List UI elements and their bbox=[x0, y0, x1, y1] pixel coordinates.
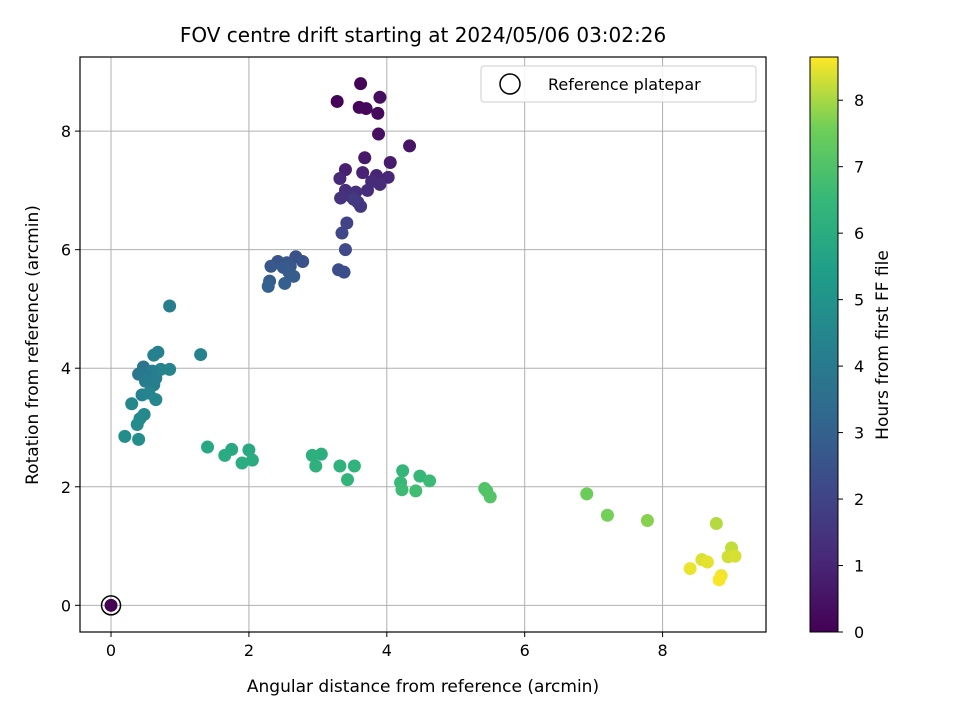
data-point bbox=[118, 429, 132, 443]
x-tick-label: 8 bbox=[657, 641, 667, 660]
data-point bbox=[395, 483, 409, 497]
data-point bbox=[340, 216, 354, 230]
data-point bbox=[728, 549, 742, 563]
legend-box bbox=[480, 65, 757, 103]
x-axis-ticks: 0 2 4 6 8 bbox=[106, 632, 668, 660]
data-point bbox=[347, 459, 361, 473]
data-points bbox=[104, 77, 742, 612]
data-point bbox=[335, 226, 349, 240]
data-point bbox=[104, 598, 118, 612]
legend-label: Reference platepar bbox=[548, 75, 701, 94]
colorbar-tick-label: 7 bbox=[854, 158, 864, 177]
data-point bbox=[125, 397, 139, 411]
data-point bbox=[287, 269, 301, 283]
colorbar-tick-label: 4 bbox=[854, 357, 864, 376]
data-point bbox=[640, 514, 654, 528]
colorbar-tick-label: 3 bbox=[854, 424, 864, 443]
data-point bbox=[358, 151, 372, 165]
data-point bbox=[580, 487, 594, 501]
data-point bbox=[359, 102, 373, 116]
data-point bbox=[413, 469, 427, 483]
data-point bbox=[333, 172, 347, 186]
reference-marker bbox=[100, 595, 122, 616]
colorbar-tick-label: 2 bbox=[854, 490, 864, 509]
y-tick-label: 0 bbox=[61, 596, 71, 615]
data-point bbox=[330, 94, 344, 108]
colorbar-tick-label: 5 bbox=[854, 291, 864, 310]
data-point bbox=[261, 279, 275, 293]
data-point bbox=[337, 265, 351, 279]
colorbar-tick-label: 1 bbox=[854, 557, 864, 576]
x-axis-label: Angular distance from reference (arcmin) bbox=[247, 677, 599, 697]
y-axis-ticks: 0 2 4 6 8 bbox=[61, 122, 80, 615]
data-point bbox=[709, 517, 723, 531]
data-point bbox=[194, 348, 208, 362]
data-point bbox=[347, 192, 361, 206]
data-point bbox=[383, 156, 397, 170]
data-point bbox=[163, 362, 177, 376]
reference-platepar-marker bbox=[100, 595, 122, 616]
y-tick-label: 2 bbox=[61, 478, 71, 497]
legend: Reference platepar bbox=[480, 65, 757, 103]
data-point bbox=[130, 418, 144, 432]
data-point bbox=[245, 453, 259, 467]
data-point bbox=[296, 255, 310, 269]
data-point bbox=[409, 484, 423, 498]
grid-lines bbox=[80, 57, 766, 632]
data-point bbox=[600, 508, 614, 522]
data-point bbox=[338, 243, 352, 257]
data-point bbox=[423, 474, 437, 488]
colorbar-tick-label: 6 bbox=[854, 224, 864, 243]
x-tick-label: 2 bbox=[244, 641, 254, 660]
colorbar-tick-label: 0 bbox=[854, 623, 864, 642]
data-point bbox=[372, 127, 386, 141]
data-point bbox=[132, 432, 146, 446]
chart-title: FOV centre drift starting at 2024/05/06 … bbox=[180, 23, 666, 47]
data-point bbox=[356, 166, 370, 180]
data-point bbox=[396, 464, 410, 478]
y-tick-label: 4 bbox=[61, 359, 71, 378]
data-point bbox=[147, 348, 161, 362]
data-point bbox=[201, 440, 215, 454]
data-point bbox=[264, 259, 278, 273]
data-point bbox=[305, 448, 319, 462]
colorbar-label: Hours from first FF file bbox=[873, 250, 893, 440]
x-tick-label: 4 bbox=[382, 641, 392, 660]
y-tick-label: 8 bbox=[61, 122, 71, 141]
x-tick-label: 0 bbox=[106, 641, 116, 660]
data-point bbox=[242, 443, 256, 457]
data-point bbox=[483, 490, 497, 504]
y-tick-label: 6 bbox=[61, 241, 71, 260]
data-point bbox=[403, 139, 417, 153]
data-point bbox=[278, 276, 292, 290]
data-point bbox=[341, 473, 355, 487]
legend-reference-marker-icon bbox=[499, 73, 521, 95]
data-point bbox=[683, 562, 697, 576]
y-axis-label: Rotation from reference (arcmin) bbox=[23, 205, 43, 485]
data-point bbox=[360, 183, 374, 197]
data-point bbox=[333, 459, 347, 473]
colorbar-ticks: 0 1 2 3 4 5 6 7 8 bbox=[838, 91, 864, 642]
data-point bbox=[235, 456, 249, 470]
data-point bbox=[334, 191, 348, 205]
colorbar bbox=[809, 56, 839, 633]
data-point bbox=[149, 393, 163, 407]
data-point bbox=[354, 77, 368, 91]
colorbar-tick-label: 8 bbox=[854, 91, 864, 110]
data-point bbox=[712, 573, 726, 587]
data-point bbox=[373, 90, 387, 104]
data-point bbox=[700, 555, 714, 569]
data-point bbox=[309, 459, 323, 473]
x-tick-label: 6 bbox=[520, 641, 530, 660]
data-point bbox=[163, 299, 177, 313]
plot-frame bbox=[79, 56, 767, 633]
data-point bbox=[218, 448, 232, 462]
data-point bbox=[371, 106, 385, 120]
data-point bbox=[373, 177, 387, 191]
